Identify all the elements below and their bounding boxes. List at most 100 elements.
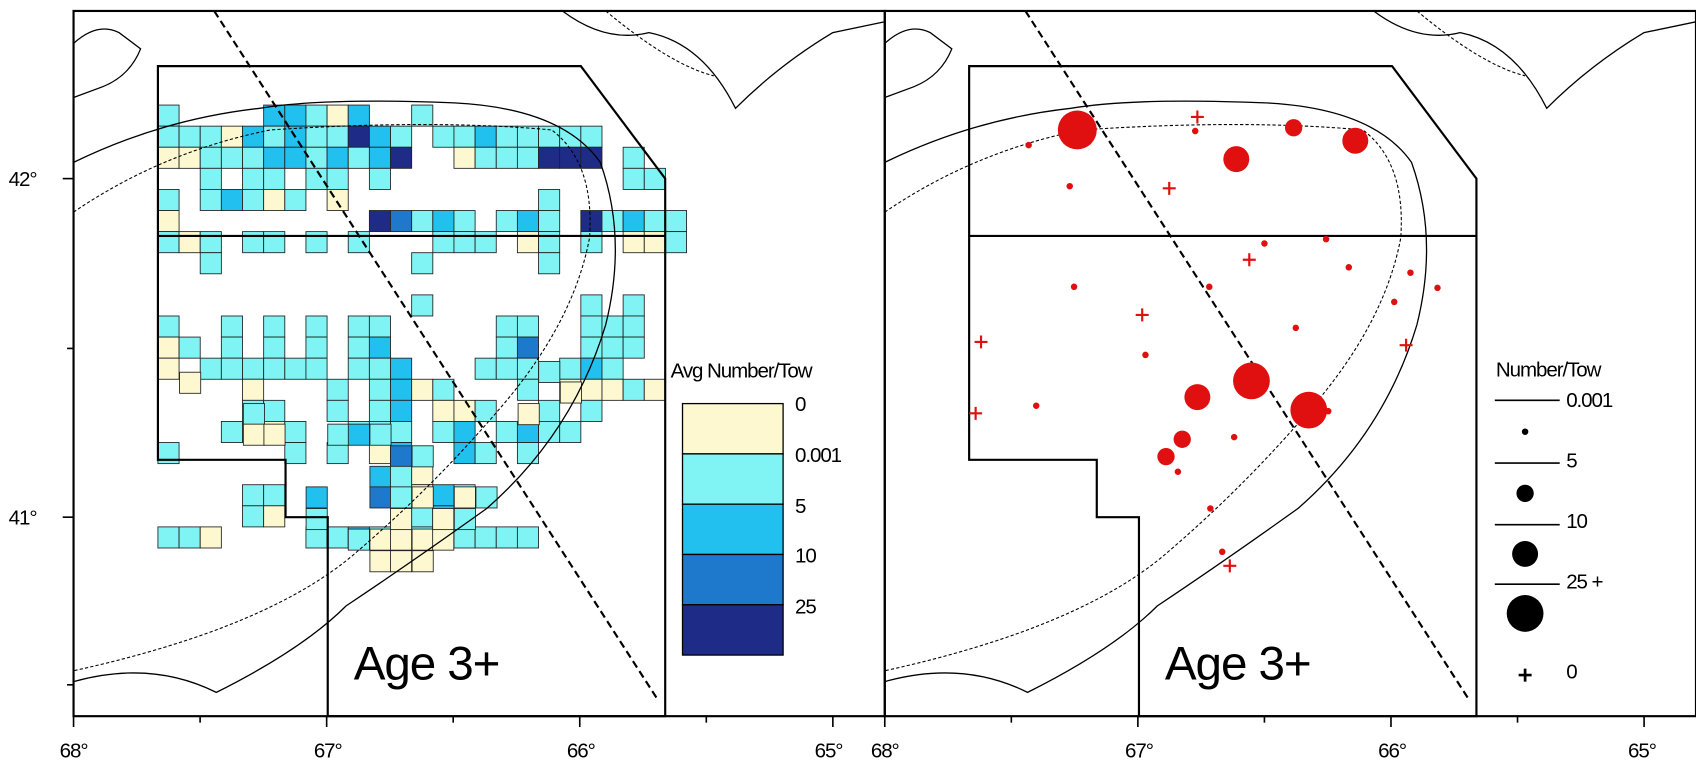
zero-catch	[969, 406, 983, 420]
legend-circle	[1506, 595, 1544, 632]
grid-cell	[157, 125, 180, 148]
grid-cell	[263, 505, 286, 528]
grid-cell	[453, 442, 476, 465]
grid-cell	[157, 315, 180, 338]
grid-cell	[305, 336, 328, 359]
grid-cell	[220, 357, 243, 380]
grid-cell	[453, 125, 476, 148]
grid-cell	[495, 526, 518, 549]
lon-label: 66°	[567, 739, 595, 762]
legend-label: 0	[1566, 660, 1577, 683]
grid-cell	[368, 146, 391, 169]
grid-cell	[242, 505, 265, 528]
grid-cell	[369, 423, 392, 446]
grid-cell	[495, 421, 518, 443]
grid-cell	[411, 528, 434, 551]
map-layer	[62, 9, 1696, 727]
grid-cell	[305, 125, 328, 148]
catch-circle	[1174, 468, 1182, 475]
legend-circle	[1521, 428, 1529, 435]
grid-cell	[516, 378, 539, 401]
catch-circle	[1142, 351, 1149, 359]
grid-cell	[199, 357, 222, 380]
grid-cell	[580, 315, 603, 338]
grid-cell	[199, 231, 222, 254]
grid-cell	[220, 188, 243, 211]
grid-cell	[305, 508, 328, 531]
grid-cell	[390, 528, 413, 551]
grid-cell	[495, 336, 518, 359]
grid-cell	[326, 125, 349, 148]
grid-cell	[242, 167, 265, 190]
catch-circle	[1207, 505, 1214, 512]
grid-cell	[390, 508, 413, 531]
grid-cell	[622, 231, 645, 254]
catch-circle	[1223, 146, 1250, 173]
grid-cell	[347, 104, 370, 127]
age-label: Age 3+	[354, 637, 500, 690]
grid-cell	[242, 378, 265, 401]
boundary-line	[213, 10, 658, 699]
grid-cell	[368, 399, 391, 422]
survey-boundary	[156, 65, 667, 718]
grid-cell	[411, 445, 434, 468]
grid-cell	[453, 486, 476, 509]
catch-circle	[1325, 407, 1332, 415]
grid-cell	[538, 231, 561, 254]
grid-cell	[601, 336, 624, 359]
grid-cell	[538, 210, 561, 233]
grid-cell	[220, 125, 243, 148]
grid-cell	[453, 399, 476, 422]
coastline	[73, 10, 885, 694]
grid-cell	[263, 188, 286, 211]
grid-cell	[390, 210, 413, 233]
grid-cell	[643, 167, 666, 190]
depth-contour	[884, 10, 1526, 672]
grid-cell	[453, 210, 476, 233]
grid-cell	[538, 188, 561, 211]
grid-cell	[538, 399, 561, 422]
grid-cell	[368, 125, 391, 148]
grid-cell	[538, 146, 561, 169]
grid-cell	[368, 210, 391, 233]
grid-cell	[305, 526, 328, 549]
grid-cell	[474, 526, 497, 549]
grid-cell	[538, 252, 561, 275]
grid-cell	[411, 505, 434, 528]
grid-cell	[242, 357, 265, 380]
grid-cell	[157, 210, 180, 233]
grid-cell	[495, 125, 518, 148]
grid-cell	[199, 526, 222, 549]
catch-circle	[1219, 548, 1226, 556]
grid-cell	[178, 526, 201, 549]
lon-label: 68°	[60, 739, 88, 762]
coastline	[884, 10, 1696, 694]
grid-cell	[453, 421, 476, 443]
grid-cell	[199, 125, 222, 148]
boundary-line	[1024, 10, 1469, 699]
catch-circle	[1290, 391, 1328, 429]
grid-cell	[220, 336, 243, 359]
grid-cell	[601, 357, 624, 380]
grid-cell	[411, 294, 434, 317]
grid-cell	[432, 378, 455, 401]
zero-catch	[1399, 338, 1413, 352]
grid-cell	[390, 486, 413, 509]
catch-circle	[1261, 240, 1268, 247]
grid-cell	[580, 357, 603, 380]
catch-circle	[1184, 384, 1211, 411]
grid-cell	[516, 146, 539, 169]
catch-circle	[1032, 402, 1040, 409]
grid-cell	[263, 423, 286, 446]
grid-cell	[242, 188, 265, 211]
catch-circle	[1025, 141, 1032, 149]
zero-catch	[1135, 308, 1149, 322]
grid-cell	[326, 146, 349, 169]
grid-cell	[369, 528, 392, 551]
grid-cell	[284, 188, 307, 211]
grid-cell	[347, 146, 370, 169]
legend-plus	[1518, 668, 1532, 682]
zero-catch	[1162, 181, 1176, 195]
grid-cell	[368, 336, 391, 359]
grid-cell	[263, 484, 286, 507]
